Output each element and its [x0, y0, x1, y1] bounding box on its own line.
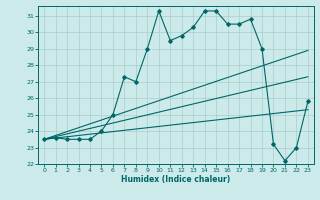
- X-axis label: Humidex (Indice chaleur): Humidex (Indice chaleur): [121, 175, 231, 184]
